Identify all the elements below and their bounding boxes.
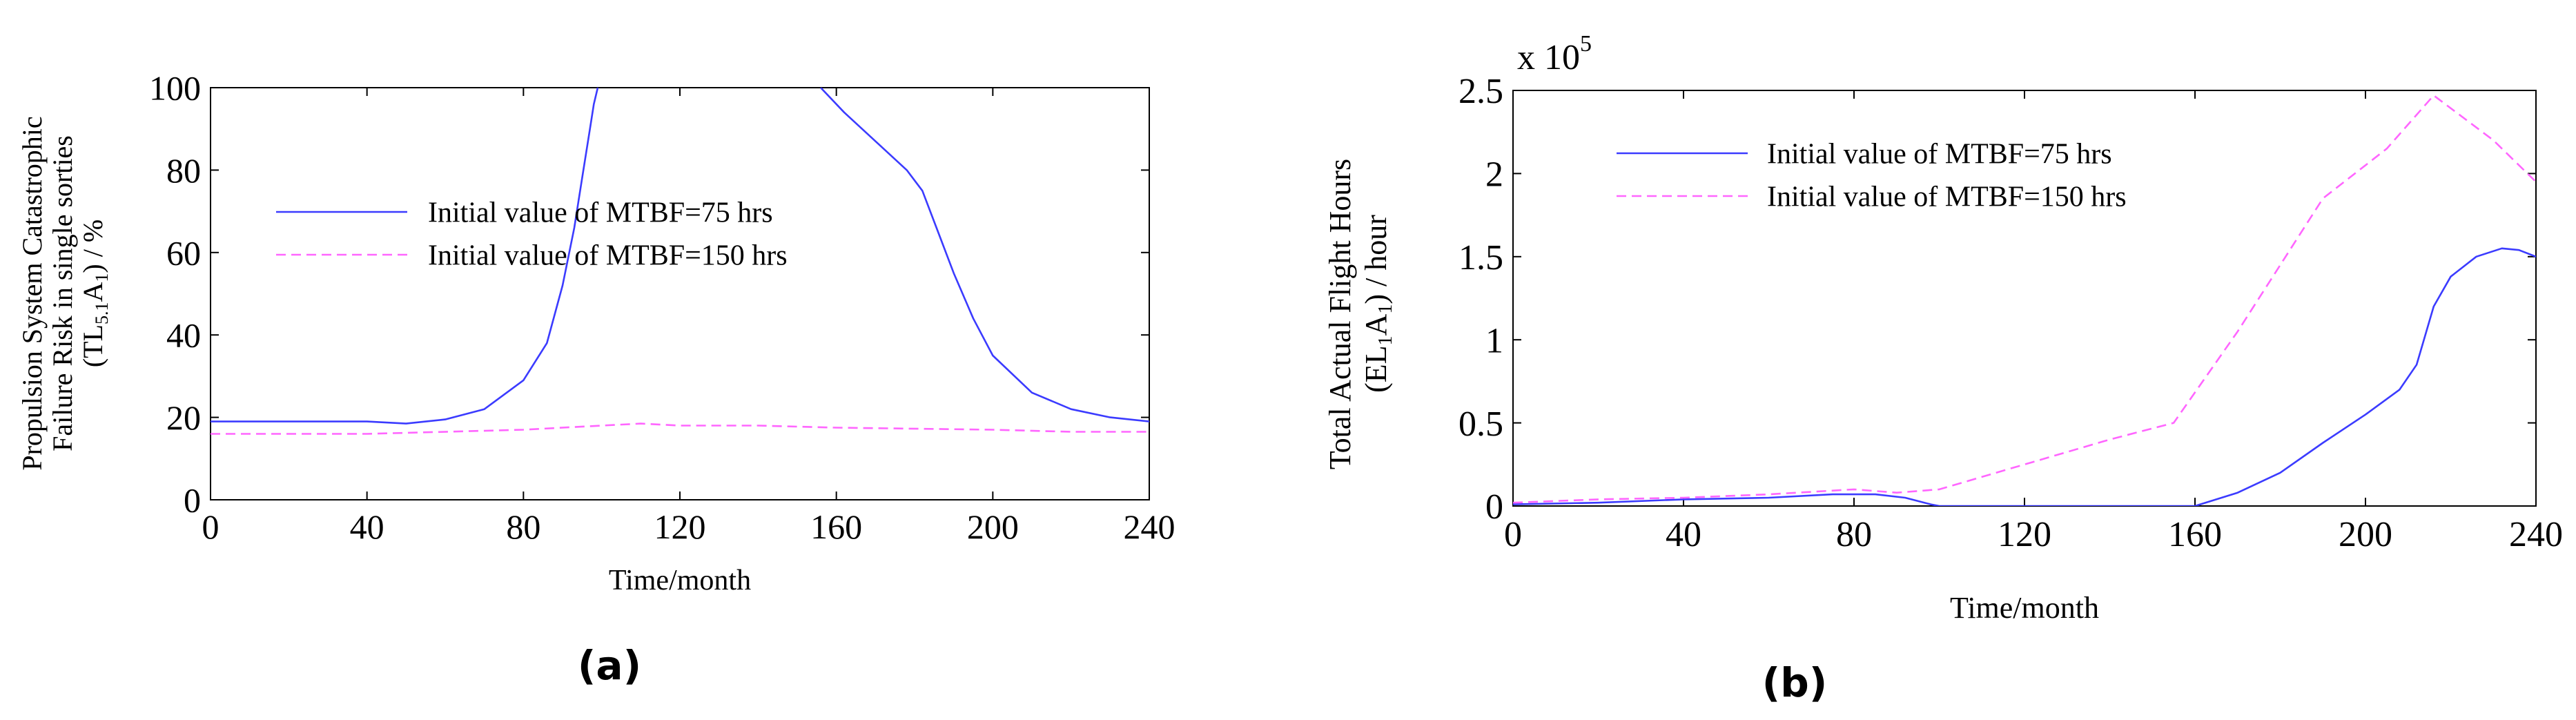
x-axis-label: Time/month (1950, 591, 2099, 625)
x-tick-label: 0 (1504, 515, 1522, 554)
y-tick-label: 60 (166, 233, 201, 272)
legend-label-mtbf75: Initial value of MTBF=75 hrs (428, 197, 773, 229)
y-label-part: ) / hour (1359, 215, 1393, 304)
y-tick-label: 1.5 (1458, 238, 1503, 278)
chart-a: 0 40 80 120 160 200 240 0 20 40 60 80 100 Time/month I… (17, 69, 1175, 597)
x-tick-label: 160 (2168, 515, 2222, 554)
y-axis-label-group: Total Actual Flight Hours (EL1A1) / hour (1323, 159, 1396, 469)
y-tick-label: 100 (149, 69, 201, 108)
scale-exponent: 5 (1580, 31, 1592, 57)
legend-label-mtbf150: Initial value of MTBF=150 hrs (428, 240, 788, 272)
y-axis-label-line1: Propulsion System Catastrophic (17, 116, 48, 470)
y-label-subscript: 1 (1375, 304, 1396, 314)
y-tick-label: 0.5 (1458, 405, 1503, 444)
chart-b: 0 40 80 120 160 200 240 0 0.5 1 1.5 2 2.5 Time/month I… (1323, 31, 2563, 625)
series-group (1513, 94, 2536, 506)
y-label-subscript: 5.1 (92, 302, 112, 324)
y-axis-label-line3: (TL5.1A1) / % (77, 220, 112, 367)
y-axis-label-line2: Failure Risk in single sorties (47, 135, 78, 451)
y-label-part: (TL (77, 324, 108, 367)
plot-frame (210, 87, 1150, 500)
y-label-part: ) / % (77, 220, 108, 273)
y-axis-label-line1: Total Actual Flight Hours (1323, 159, 1357, 469)
y-tick-label: 1 (1485, 321, 1503, 360)
y-label-part: (EL (1359, 345, 1393, 392)
series-line-mtbf75 (1513, 247, 2536, 506)
y-tick-label: 2.5 (1458, 72, 1503, 111)
series-line-mtbf150 (211, 422, 1149, 435)
y-label-part: A (1359, 313, 1393, 335)
x-tick-label: 0 (202, 507, 219, 546)
y-axis-label-line2: (EL1A1) / hour (1359, 215, 1396, 393)
y-tick-label: 20 (166, 398, 201, 437)
x-tick-label: 200 (967, 507, 1019, 546)
y-axis-label-group: Propulsion System Catastrophic Failure Ri… (17, 116, 112, 470)
x-axis-label: Time/month (609, 565, 751, 596)
x-tick-label: 120 (1998, 515, 2051, 554)
y-label-subscript: 1 (1375, 335, 1396, 345)
x-tick-label: 240 (2509, 515, 2563, 554)
x-tick-label: 40 (1666, 515, 1701, 554)
y-label-subscript: 1 (92, 273, 112, 282)
y-tick-label: 2 (1485, 155, 1503, 195)
series-line-mtbf150 (1513, 94, 2536, 504)
legend-label-mtbf75: Initial value of MTBF=75 hrs (1767, 139, 2112, 171)
y-tick-label: 80 (166, 151, 201, 190)
x-tick-label: 120 (654, 507, 706, 546)
panel-a-caption: (a) (577, 642, 642, 689)
x-tick-label: 40 (350, 507, 384, 546)
x-tick-label: 200 (2339, 515, 2392, 554)
y-label-part: A (77, 282, 108, 302)
series-group (211, 88, 1149, 435)
x-tick-label: 80 (1836, 515, 1872, 554)
x-tick-label: 240 (1124, 507, 1175, 546)
series-line-mtbf75 (211, 88, 599, 425)
y-tick-label: 0 (1485, 487, 1503, 527)
y-tick-label: 40 (166, 316, 201, 355)
scale-base: x 10 (1517, 38, 1580, 77)
series-line-mtbf75-segment2 (820, 88, 1149, 422)
legend-label-mtbf150: Initial value of MTBF=150 hrs (1767, 182, 2127, 213)
y-tick-label: 0 (184, 481, 201, 520)
panel-b-caption: (b) (1762, 659, 1828, 706)
y-scale-note: x 105 (1517, 31, 1592, 77)
x-tick-label: 80 (506, 507, 540, 546)
x-tick-label: 160 (810, 507, 862, 546)
